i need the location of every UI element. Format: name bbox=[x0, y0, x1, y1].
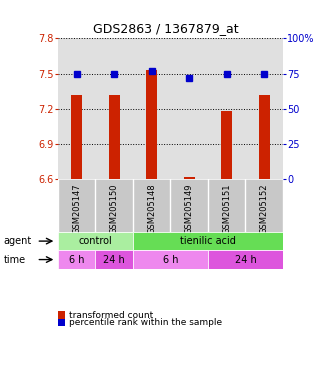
Text: GSM205152: GSM205152 bbox=[260, 183, 269, 234]
Bar bbox=[133, 250, 208, 269]
Bar bbox=[58, 250, 95, 269]
Bar bbox=[221, 111, 232, 179]
Text: percentile rank within the sample: percentile rank within the sample bbox=[69, 318, 222, 328]
Text: GSM205149: GSM205149 bbox=[185, 183, 194, 234]
Bar bbox=[184, 177, 195, 179]
Bar bbox=[58, 232, 133, 250]
Text: GSM205148: GSM205148 bbox=[147, 183, 156, 234]
Bar bbox=[208, 250, 283, 269]
Bar bbox=[109, 95, 120, 179]
Bar bbox=[146, 70, 157, 179]
Bar bbox=[259, 95, 270, 179]
Bar bbox=[58, 319, 65, 326]
Bar bbox=[71, 95, 82, 179]
Text: transformed count: transformed count bbox=[69, 311, 153, 320]
Text: GSM205147: GSM205147 bbox=[72, 183, 81, 234]
Text: agent: agent bbox=[3, 236, 31, 246]
Text: 6 h: 6 h bbox=[69, 255, 84, 265]
Text: 24 h: 24 h bbox=[235, 255, 257, 265]
Text: tienilic acid: tienilic acid bbox=[180, 236, 236, 246]
Text: 24 h: 24 h bbox=[103, 255, 125, 265]
Bar bbox=[133, 232, 283, 250]
Text: GSM205151: GSM205151 bbox=[222, 183, 231, 234]
Text: 6 h: 6 h bbox=[163, 255, 178, 265]
Text: control: control bbox=[78, 236, 112, 246]
Text: time: time bbox=[3, 255, 25, 265]
Bar bbox=[58, 311, 65, 319]
Text: GDS2863 / 1367879_at: GDS2863 / 1367879_at bbox=[93, 22, 238, 35]
Text: GSM205150: GSM205150 bbox=[110, 183, 119, 234]
Bar bbox=[95, 250, 133, 269]
